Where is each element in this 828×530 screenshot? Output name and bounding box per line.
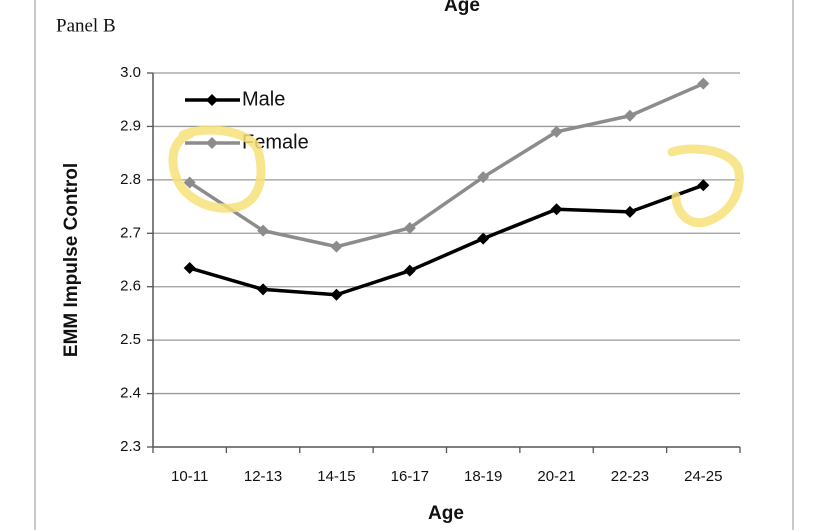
data-point: [330, 288, 343, 301]
x-tick-label: 14-15: [317, 468, 355, 485]
data-point: [183, 262, 196, 275]
series-line: [188, 82, 705, 249]
x-tick-label: 20-21: [537, 468, 575, 485]
highlight-annotation: [667, 144, 744, 228]
legend-marker: [206, 94, 218, 106]
x-tick-label: 24-25: [684, 468, 722, 485]
data-point: [257, 224, 270, 237]
x-tick-label: 10-11: [171, 468, 208, 485]
highlight-annotation: [168, 125, 266, 213]
y-tick-label: 2.6: [120, 278, 141, 295]
x-tick-label: 18-19: [464, 468, 502, 485]
data-point: [403, 264, 416, 277]
legend-marker: [206, 137, 218, 149]
data-point: [550, 125, 563, 138]
data-point: [257, 283, 270, 296]
y-tick-label: 2.9: [120, 117, 141, 134]
x-axis-title: Age: [428, 503, 464, 524]
plot: 2.3 2.4 2.5 2.6 2.7 2.8 2.9 3.0 10-11 12-13 14-15 1…: [120, 64, 741, 485]
previous-axis-label: Age: [444, 0, 480, 16]
data-point: [403, 221, 416, 234]
data-point: [183, 176, 196, 189]
data-point: [550, 203, 563, 216]
series-line: [189, 183, 704, 297]
x-tick-label: 12-13: [244, 468, 282, 485]
y-tick-label: 2.8: [120, 171, 141, 188]
y-tick-label: 2.7: [120, 224, 141, 241]
data-point: [477, 171, 490, 184]
legend-label: Male: [242, 88, 285, 110]
y-tick-label: 2.4: [120, 385, 141, 402]
panel-label: Panel B: [56, 15, 116, 36]
data-point: [623, 205, 636, 218]
x-tick-label: 16-17: [391, 468, 429, 485]
data-point: [623, 109, 636, 122]
x-tick-label: 22-23: [611, 468, 649, 485]
data-point: [697, 77, 710, 90]
y-tick-label: 2.5: [120, 331, 141, 348]
data-point: [477, 232, 490, 245]
y-axis-title: EMM Impulse Control: [61, 163, 82, 357]
data-point: [697, 179, 710, 192]
y-tick-label: 2.3: [120, 438, 141, 455]
data-point: [330, 240, 343, 253]
y-tick-label: 3.0: [120, 64, 141, 81]
